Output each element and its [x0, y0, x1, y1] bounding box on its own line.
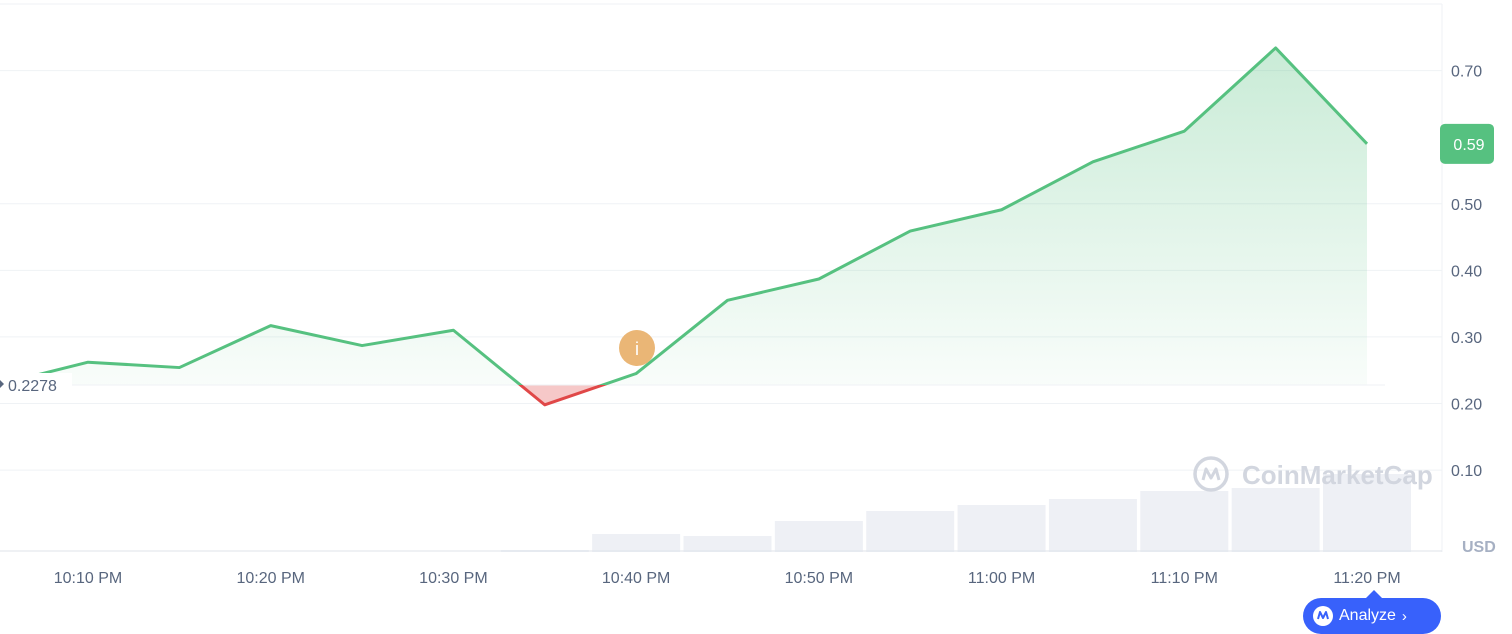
volume-bars [500, 474, 1411, 552]
info-icon[interactable] [619, 330, 655, 366]
x-tick-label: 10:20 PM [236, 570, 304, 587]
y-tick-label: 0.40 [1451, 263, 1482, 280]
x-tick-label: 10:40 PM [602, 570, 670, 587]
coinmarketcap-watermark: CoinMarketCap [1193, 456, 1433, 492]
x-tick-label: 11:20 PM [1333, 570, 1400, 587]
baseline-value: 0.2278 [8, 378, 57, 395]
current-price-badge-bg [1440, 123, 1494, 164]
x-axis-ticks: 10:10 PM 10:20 PM 10:30 PM 10:40 PM 10:50 PM… [54, 570, 1401, 587]
analyze-button-label: Analyze [1339, 607, 1396, 624]
area-above-baseline [0, 47, 1367, 386]
y-tick-label: 0.20 [1451, 397, 1482, 414]
x-tick-label: 11:10 PM [1151, 570, 1218, 587]
chevron-right-icon: › [1401, 607, 1407, 625]
y-tick-label: 0.30 [1451, 330, 1482, 347]
y-tick-label: 0.70 [1451, 64, 1482, 81]
coinmarketcap-logo-icon [1193, 456, 1229, 492]
volume-bar [683, 536, 772, 552]
currency-label: USD [1462, 539, 1496, 556]
volume-bar [1231, 488, 1320, 552]
baseline-arrow-icon [0, 380, 4, 389]
volume-bar [957, 505, 1046, 552]
volume-bar [774, 521, 863, 552]
cmc-logo-icon [1313, 606, 1333, 626]
x-tick-label: 11:00 PM [968, 570, 1035, 587]
baseline-label: 0.2278 [0, 373, 72, 398]
x-tick-label: 10:50 PM [785, 570, 853, 587]
volume-bar [1048, 499, 1137, 552]
x-tick-label: 10:30 PM [419, 570, 487, 587]
volume-bar [1140, 491, 1229, 552]
volume-bar [866, 511, 955, 552]
baseline-label-bg [0, 373, 72, 398]
current-price-badge: 0.59 [1440, 123, 1494, 164]
price-series [0, 46, 1369, 407]
analyze-button-pointer [1366, 590, 1382, 598]
x-tick-label: 10:10 PM [54, 570, 122, 587]
analyze-button[interactable]: Analyze › [1303, 598, 1441, 634]
watermark-text: CoinMarketCap [1242, 460, 1433, 490]
current-price-value: 0.59 [1453, 137, 1484, 154]
y-tick-label: 0.10 [1451, 463, 1482, 480]
volume-bar [592, 534, 681, 552]
price-area [0, 47, 1367, 405]
info-glyph: i [635, 339, 639, 359]
y-axis-ticks: 0.10 0.20 0.30 0.40 0.50 0.70 [1451, 64, 1482, 481]
price-line-up [0, 46, 1369, 386]
volume-bar [1323, 474, 1411, 552]
y-tick-label: 0.50 [1451, 197, 1482, 214]
event-marker[interactable]: i [619, 330, 655, 366]
